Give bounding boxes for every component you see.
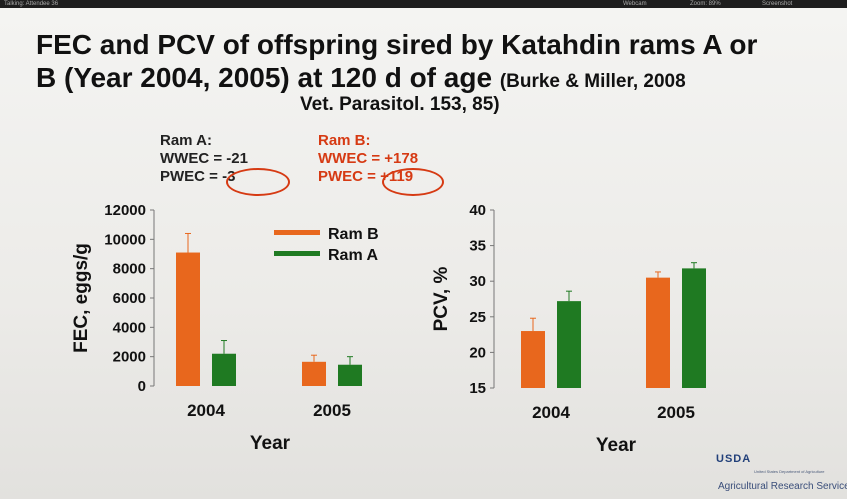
bar-ram-a-2004 — [212, 353, 236, 386]
y-tick-label: 30 — [469, 273, 486, 290]
y-tick-label: 4000 — [113, 319, 146, 336]
y-tick-label: 12000 — [104, 202, 146, 219]
y-tick-label: 40 — [469, 202, 486, 219]
y-tick-label: 8000 — [113, 261, 146, 278]
slide-title: FEC and PCV of offspring sired by Katahd… — [36, 28, 796, 98]
ram-a-heading: Ram A: — [160, 132, 212, 149]
ram-a-pwec-highlight-circle — [226, 168, 290, 196]
bar-ram-a-2005 — [338, 364, 362, 386]
bar-ram-a-2004 — [557, 301, 581, 388]
x-tick-label: 2004 — [187, 401, 225, 420]
x-tick-label: 2005 — [657, 403, 695, 422]
pcv-bar-chart: 15 20 25 30 35 40 2004 2005 Year PCV, % — [431, 202, 706, 456]
title-line-2-text: B (Year 2004, 2005) at 120 d of age — [36, 62, 493, 93]
bar-ram-b-2004 — [521, 331, 545, 388]
bar-ram-a-2005 — [682, 268, 706, 388]
ram-b-pwec-highlight-circle — [382, 168, 444, 196]
ram-b-heading: Ram B: — [318, 132, 371, 149]
bar-ram-b-2005 — [646, 277, 670, 388]
meeting-toolbar: Talking: Attendee 36 Webcam Zoom: 89% Sc… — [0, 0, 847, 8]
y-axis-label: PCV, % — [431, 267, 452, 332]
slide-subtitle: Vet. Parasitol. 153, 85) — [300, 94, 500, 115]
x-tick-label: 2004 — [532, 403, 570, 422]
y-tick-label: 2000 — [113, 349, 146, 366]
x-tick-label: 2005 — [313, 401, 351, 420]
ram-a-annotation: Ram A: WWEC = -21 PWEC = -3 — [160, 132, 248, 186]
webcam-button[interactable]: Webcam — [623, 1, 647, 7]
bar-ram-b-2004 — [176, 252, 200, 386]
zoom-button[interactable]: Zoom: 89% — [690, 1, 721, 7]
title-citation: (Burke & Miller, 2008 — [499, 71, 686, 92]
y-tick-label: 15 — [469, 380, 486, 397]
bar-ram-b-2005 — [302, 361, 326, 386]
legend-swatch-ram-a — [274, 251, 320, 256]
title-line-2: B (Year 2004, 2005) at 120 d of age (Bur… — [36, 61, 796, 98]
x-axis-label: Year — [250, 433, 291, 454]
usda-logo: USDA — [716, 453, 751, 465]
x-axis-label: Year — [596, 435, 637, 456]
ram-a-pwec: PWEC = -3 — [160, 168, 236, 185]
ram-a-wwec: WWEC = -21 — [160, 150, 248, 167]
y-tick-label: 25 — [469, 309, 486, 326]
y-tick-label: 0 — [138, 378, 146, 395]
presentation-slide: FEC and PCV of offspring sired by Katahd… — [0, 8, 847, 499]
y-tick-label: 35 — [469, 238, 486, 255]
y-tick-label: 20 — [469, 344, 486, 361]
usda-mark: USDA — [716, 453, 752, 465]
fec-bar-chart: 0 2000 4000 6000 8000 10000 12000 2004 2005 Year F… — [71, 202, 379, 454]
ram-b-wwec: WWEC = +178 — [318, 150, 419, 167]
title-line-1: FEC and PCV of offspring sired by Katahd… — [36, 29, 758, 60]
usda-fine-print: United States Department of Agriculture — [754, 469, 825, 474]
attendee-status: Talking: Attendee 36 — [4, 1, 59, 7]
y-tick-label: 10000 — [104, 231, 146, 248]
y-axis-label: FEC, eggs/g — [71, 243, 92, 353]
screenshot-button[interactable]: Screenshot — [762, 1, 793, 7]
legend-label-ram-a: Ram A — [328, 247, 379, 264]
agency-name: Agricultural Research Service — [718, 481, 847, 492]
y-tick-label: 6000 — [113, 290, 146, 307]
legend-label-ram-b: Ram B — [328, 226, 379, 243]
legend-swatch-ram-b — [274, 230, 320, 235]
